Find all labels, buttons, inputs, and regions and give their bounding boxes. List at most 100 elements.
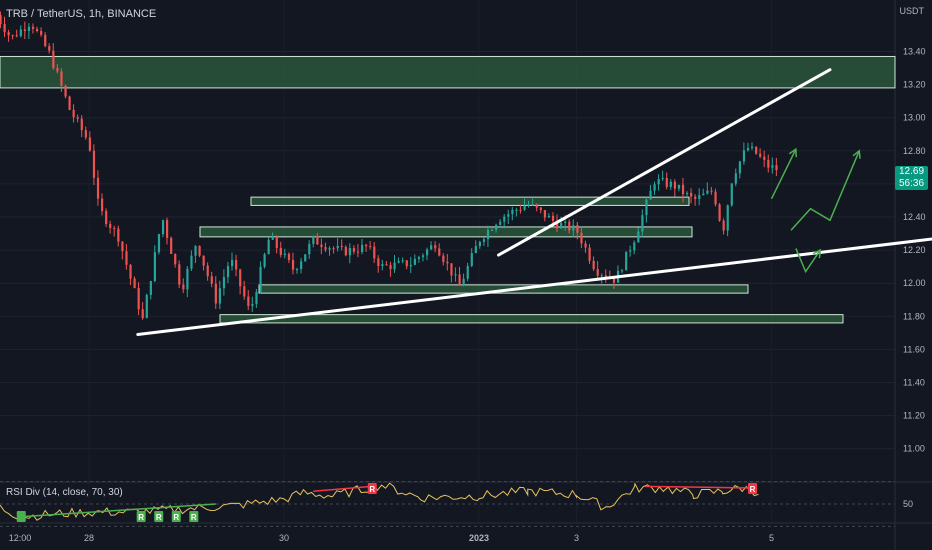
candle-body (235, 260, 238, 270)
candle-body (576, 225, 579, 233)
candle-body (222, 277, 226, 289)
candle-body (157, 234, 161, 253)
candle-body (714, 191, 717, 205)
candle-body (137, 288, 140, 310)
candle-body (641, 215, 644, 232)
candle-body (397, 261, 400, 263)
candle-body (194, 245, 197, 256)
candle-body (275, 236, 278, 248)
candle-body (588, 247, 591, 261)
candle-body (3, 24, 6, 33)
candle-body (580, 232, 583, 244)
candle-body (300, 261, 303, 270)
candle-body (462, 278, 465, 286)
bullish-signal-label (171, 511, 181, 522)
rsi-indicator-label[interactable]: RSI Div (14, close, 70, 30) (6, 487, 123, 498)
candle-body (503, 216, 506, 222)
support-resistance-zone (258, 284, 749, 294)
candle-body (629, 250, 632, 252)
y-tick-label: 11.00 (903, 444, 925, 454)
candle-body (665, 178, 668, 187)
candle-body (746, 148, 750, 151)
support-resistance-zone (199, 226, 693, 238)
signal-label-text: R (191, 513, 197, 522)
candle-body (251, 304, 254, 306)
x-tick-label: 12:00 (9, 533, 32, 543)
candle-body (661, 178, 664, 180)
candle-body (413, 258, 417, 265)
candle-body (153, 252, 157, 282)
candle-body (560, 223, 563, 229)
rsi-pane: 50 R R R R R R (0, 481, 913, 527)
candle-body (149, 281, 152, 295)
bullish-signal-label (154, 511, 164, 522)
candle-body (393, 262, 396, 270)
x-tick-label: 3 (574, 533, 579, 543)
candle-body (210, 276, 213, 284)
candle-body (72, 109, 75, 118)
candle-body (446, 261, 449, 264)
candle-body (15, 35, 18, 37)
candle-body (113, 227, 116, 229)
candle-body (133, 278, 136, 289)
candle-body (710, 190, 713, 192)
price-unit-label: USDT (899, 6, 925, 16)
candle-body (645, 199, 648, 216)
y-tick-label: 11.80 (903, 311, 925, 321)
candle-body (507, 214, 510, 217)
candle-body (44, 34, 47, 47)
candle-body (170, 237, 173, 254)
candles (0, 11, 778, 320)
candle-body (214, 283, 217, 304)
candle-body (80, 118, 83, 131)
candle-body (633, 242, 636, 251)
candle-body (92, 150, 96, 178)
candle-body (771, 165, 774, 168)
candle-body (36, 28, 39, 32)
candle-body (7, 32, 10, 36)
candle-body (190, 255, 193, 269)
candle-body (336, 245, 339, 249)
candle-body (625, 251, 628, 271)
candle-body (734, 173, 737, 184)
support-resistance-zone (219, 314, 844, 324)
candle-body (56, 68, 59, 72)
y-tick-label: 11.60 (903, 344, 925, 354)
candle-body (48, 46, 51, 51)
bearish-signal-label (367, 483, 377, 494)
candle-body (426, 249, 429, 256)
candle-body (198, 245, 201, 256)
candle-body (259, 266, 262, 293)
candle-body (405, 260, 408, 267)
candle-body (365, 244, 368, 247)
candle-body (84, 130, 87, 138)
candle-body (657, 179, 660, 185)
candle-body (706, 190, 709, 194)
candle-body (564, 221, 567, 224)
last-price-value: 12.69 (898, 166, 925, 177)
chart-title: TRB / TetherUS, 1h, BINANCE (6, 8, 157, 20)
candle-body (348, 248, 352, 256)
bullish-signal-label (189, 511, 199, 522)
candle-body (681, 184, 685, 195)
candle-body (373, 246, 376, 259)
bearish-signal-label (748, 483, 757, 494)
candle-body (279, 247, 282, 255)
y-tick-label: 12.80 (903, 146, 926, 156)
candle-body (584, 243, 587, 248)
candle-body (88, 137, 92, 151)
candle-body (226, 266, 230, 278)
candle-body (726, 205, 729, 231)
projection-arrowhead (852, 149, 861, 159)
candle-body (572, 225, 575, 231)
candle-body (389, 265, 392, 270)
candle-body (482, 239, 486, 242)
candle-body (495, 224, 498, 230)
candle-body (596, 269, 599, 276)
candle-body (470, 253, 473, 266)
candle-body (649, 190, 652, 200)
candle-body (450, 263, 453, 276)
candle-body (547, 215, 551, 218)
candle-body (11, 35, 14, 37)
